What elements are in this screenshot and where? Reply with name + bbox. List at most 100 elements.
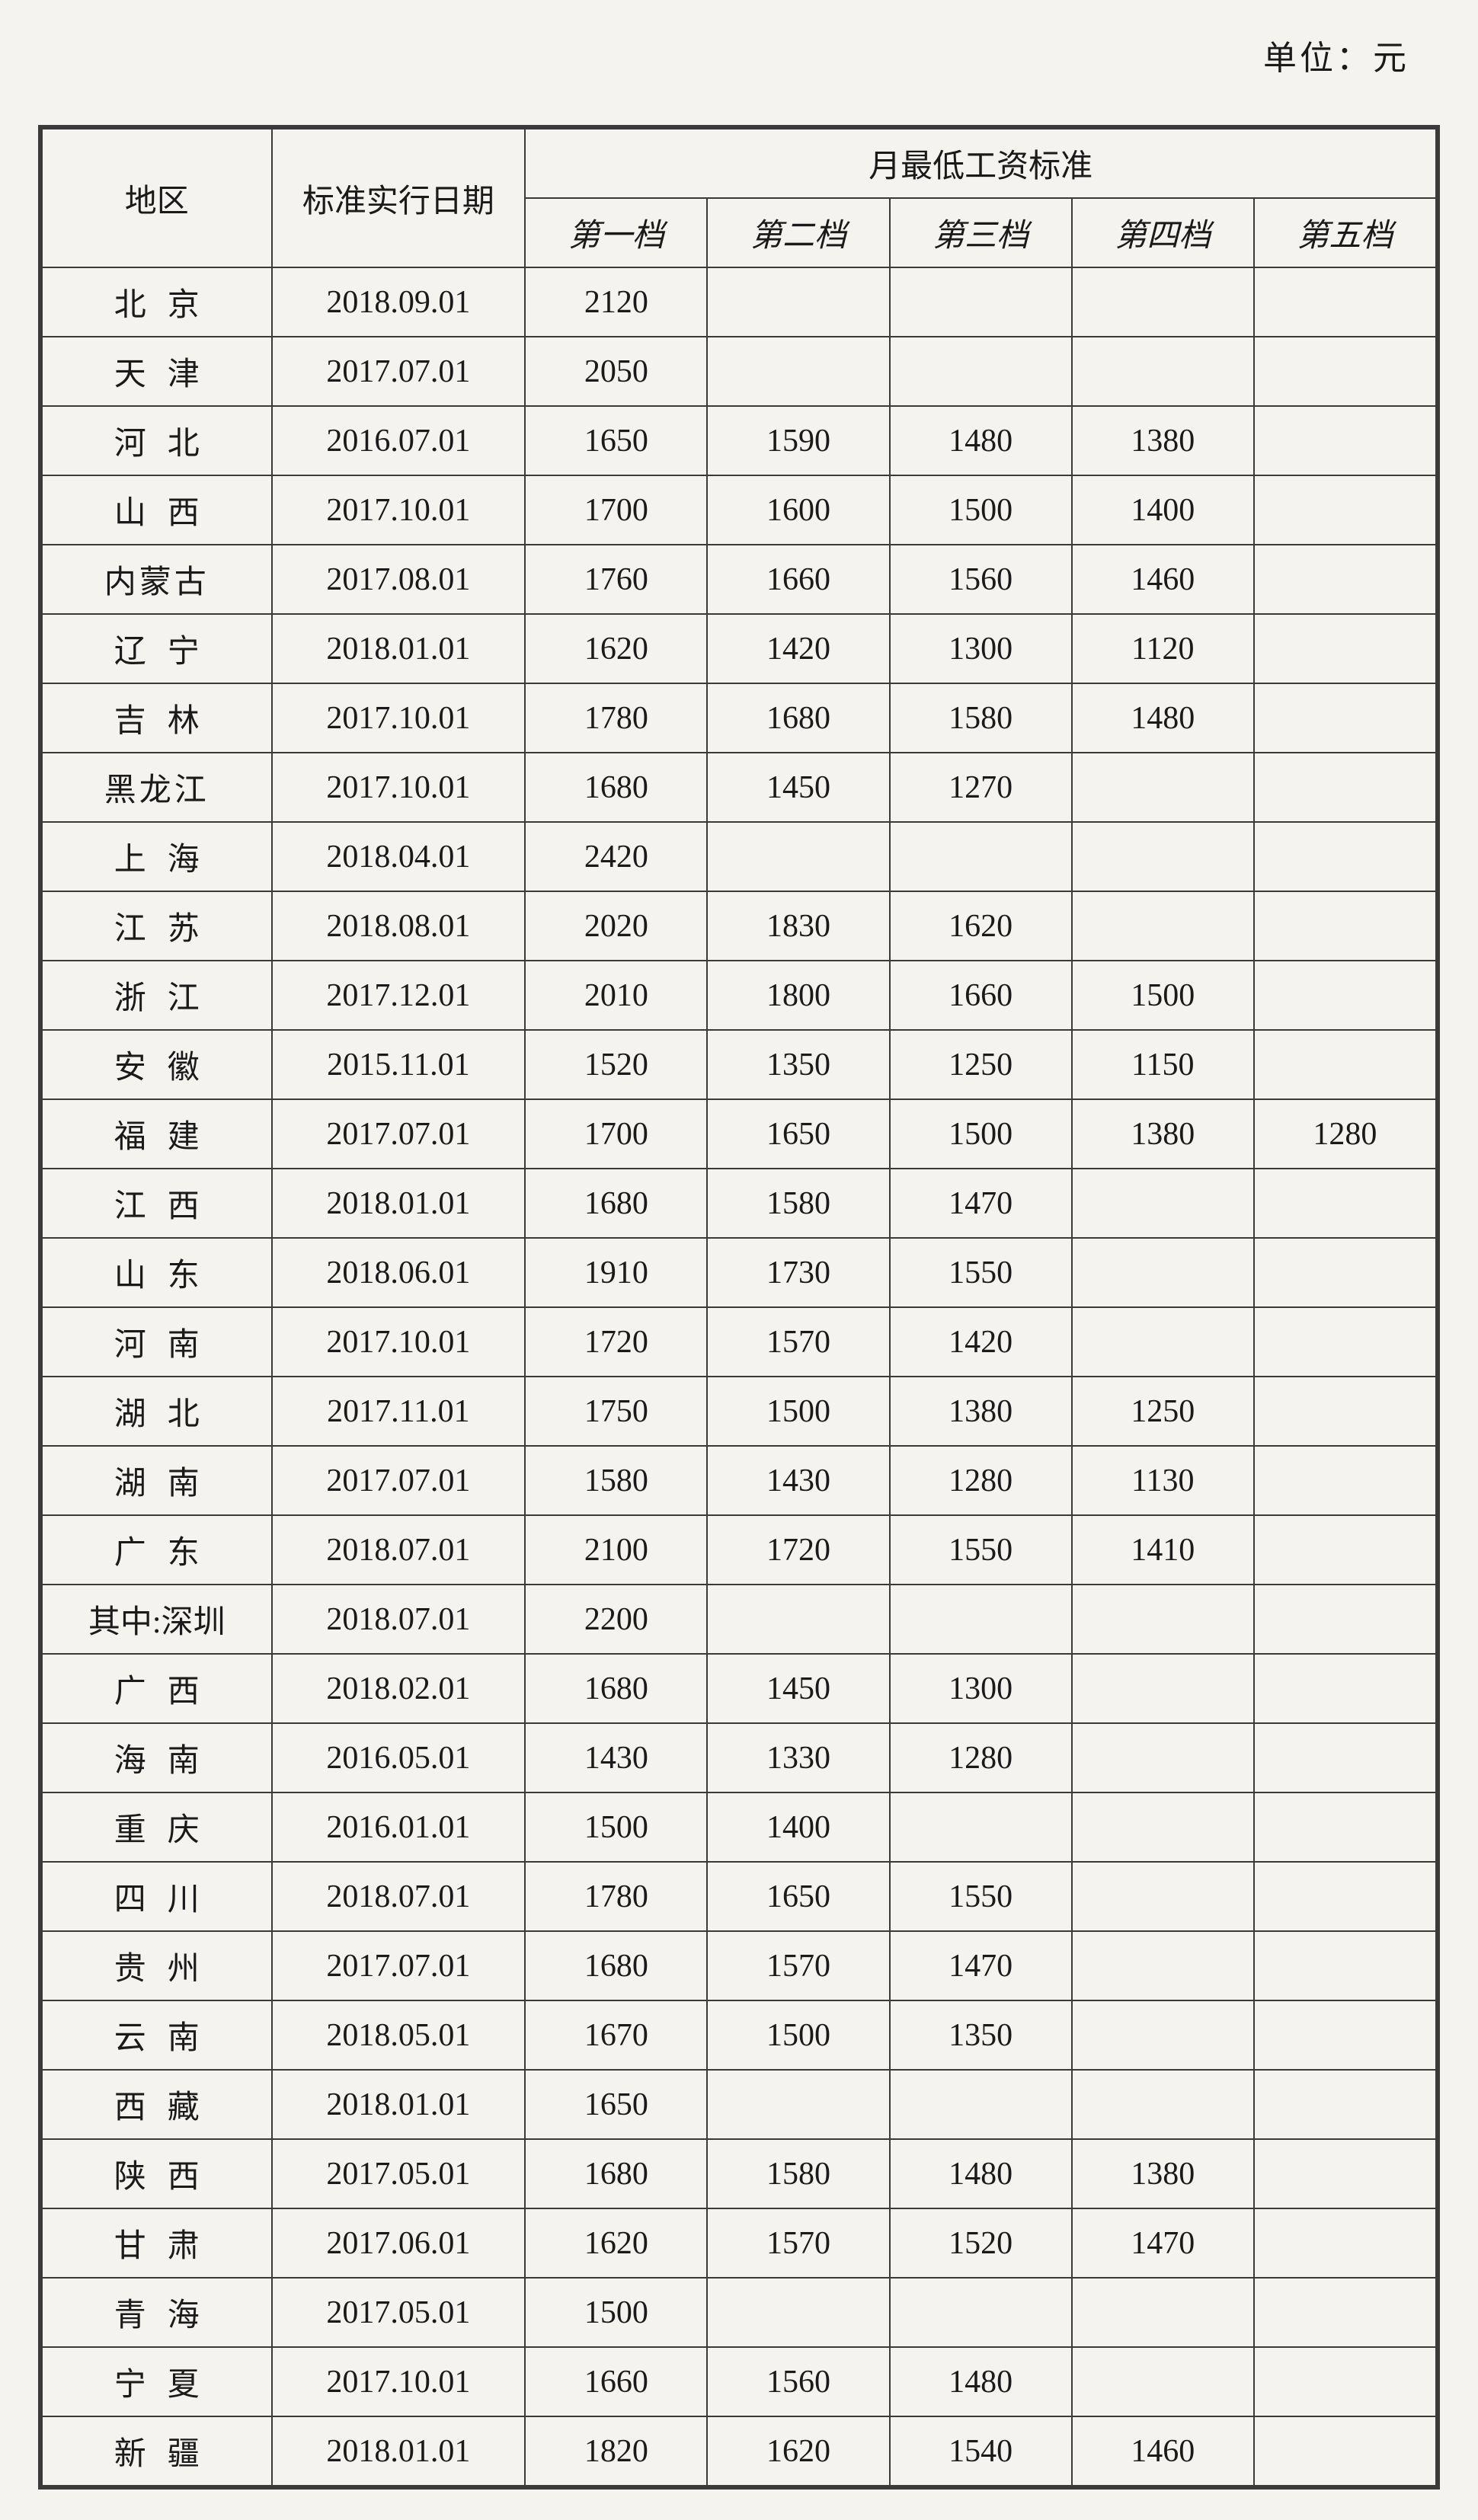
cell-tier-3: 1270 bbox=[890, 753, 1072, 822]
table-row: 内蒙古2017.08.011760166015601460 bbox=[42, 545, 1436, 614]
cell-tier-5 bbox=[1254, 1169, 1436, 1238]
cell-date: 2018.05.01 bbox=[272, 2000, 526, 2070]
table-row: 上海2018.04.012420 bbox=[42, 822, 1436, 891]
cell-date: 2018.08.01 bbox=[272, 891, 526, 961]
cell-tier-1: 1670 bbox=[525, 2000, 707, 2070]
cell-region: 北京 bbox=[42, 267, 272, 337]
table-row: 山西2017.10.011700160015001400 bbox=[42, 475, 1436, 545]
cell-date: 2018.02.01 bbox=[272, 1654, 526, 1723]
cell-tier-2: 1500 bbox=[707, 2000, 889, 2070]
cell-tier-2: 1650 bbox=[707, 1862, 889, 1931]
cell-tier-3 bbox=[890, 1585, 1072, 1654]
cell-tier-3: 1520 bbox=[890, 2208, 1072, 2278]
cell-date: 2018.06.01 bbox=[272, 1238, 526, 1307]
cell-tier-4 bbox=[1072, 2070, 1254, 2139]
cell-tier-5 bbox=[1254, 1238, 1436, 1307]
cell-tier-5 bbox=[1254, 1585, 1436, 1654]
cell-date: 2017.10.01 bbox=[272, 683, 526, 753]
cell-region: 福建 bbox=[42, 1099, 272, 1169]
cell-tier-1: 1680 bbox=[525, 1169, 707, 1238]
cell-date: 2015.11.01 bbox=[272, 1030, 526, 1099]
cell-tier-2 bbox=[707, 267, 889, 337]
cell-tier-1: 1650 bbox=[525, 406, 707, 475]
cell-date: 2017.11.01 bbox=[272, 1377, 526, 1446]
cell-tier-4 bbox=[1072, 891, 1254, 961]
cell-date: 2018.07.01 bbox=[272, 1862, 526, 1931]
cell-tier-5 bbox=[1254, 822, 1436, 891]
cell-tier-2: 1420 bbox=[707, 614, 889, 683]
table-row: 广东2018.07.012100172015501410 bbox=[42, 1515, 1436, 1585]
cell-tier-1: 1680 bbox=[525, 2139, 707, 2208]
cell-tier-3 bbox=[890, 822, 1072, 891]
cell-tier-3: 1280 bbox=[890, 1446, 1072, 1515]
header-wage-group: 月最低工资标准 bbox=[525, 129, 1436, 198]
cell-tier-4 bbox=[1072, 1931, 1254, 2000]
cell-tier-3: 1500 bbox=[890, 475, 1072, 545]
table-row: 贵州2017.07.01168015701470 bbox=[42, 1931, 1436, 2000]
cell-tier-5 bbox=[1254, 2347, 1436, 2416]
cell-tier-3: 1380 bbox=[890, 1377, 1072, 1446]
cell-tier-5 bbox=[1254, 2070, 1436, 2139]
cell-region: 内蒙古 bbox=[42, 545, 272, 614]
table-row: 重庆2016.01.0115001400 bbox=[42, 1792, 1436, 1862]
cell-tier-3: 1580 bbox=[890, 683, 1072, 753]
cell-tier-2: 1450 bbox=[707, 1654, 889, 1723]
cell-region: 青海 bbox=[42, 2278, 272, 2347]
table-row: 云南2018.05.01167015001350 bbox=[42, 2000, 1436, 2070]
cell-tier-1: 1820 bbox=[525, 2416, 707, 2486]
cell-region: 其中:深圳 bbox=[42, 1585, 272, 1654]
cell-tier-4: 1470 bbox=[1072, 2208, 1254, 2278]
cell-tier-3: 1620 bbox=[890, 891, 1072, 961]
cell-date: 2018.01.01 bbox=[272, 2416, 526, 2486]
table-row: 其中:深圳2018.07.012200 bbox=[42, 1585, 1436, 1654]
cell-tier-4 bbox=[1072, 1723, 1254, 1792]
cell-tier-4: 1500 bbox=[1072, 961, 1254, 1030]
cell-tier-1: 1430 bbox=[525, 1723, 707, 1792]
table-row: 湖南2017.07.011580143012801130 bbox=[42, 1446, 1436, 1515]
cell-tier-3 bbox=[890, 337, 1072, 406]
header-tier-5: 第五档 bbox=[1254, 198, 1436, 267]
cell-region: 甘肃 bbox=[42, 2208, 272, 2278]
cell-tier-4 bbox=[1072, 1169, 1254, 1238]
table-row: 宁夏2017.10.01166015601480 bbox=[42, 2347, 1436, 2416]
cell-date: 2016.01.01 bbox=[272, 1792, 526, 1862]
cell-tier-2: 1580 bbox=[707, 1169, 889, 1238]
cell-tier-3: 1480 bbox=[890, 2139, 1072, 2208]
cell-region: 山西 bbox=[42, 475, 272, 545]
cell-date: 2018.07.01 bbox=[272, 1585, 526, 1654]
cell-date: 2018.07.01 bbox=[272, 1515, 526, 1585]
cell-tier-3: 1500 bbox=[890, 1099, 1072, 1169]
header-tier-4: 第四档 bbox=[1072, 198, 1254, 267]
cell-tier-5 bbox=[1254, 683, 1436, 753]
cell-tier-1: 2010 bbox=[525, 961, 707, 1030]
cell-tier-1: 1500 bbox=[525, 2278, 707, 2347]
cell-region: 广西 bbox=[42, 1654, 272, 1723]
cell-tier-1: 1700 bbox=[525, 1099, 707, 1169]
table-row: 河北2016.07.011650159014801380 bbox=[42, 406, 1436, 475]
header-tier-2: 第二档 bbox=[707, 198, 889, 267]
cell-tier-1: 1910 bbox=[525, 1238, 707, 1307]
cell-tier-4: 1380 bbox=[1072, 2139, 1254, 2208]
cell-tier-3: 1550 bbox=[890, 1862, 1072, 1931]
cell-tier-1: 2050 bbox=[525, 337, 707, 406]
cell-tier-1: 1520 bbox=[525, 1030, 707, 1099]
cell-tier-1: 1720 bbox=[525, 1307, 707, 1377]
table-row: 天津2017.07.012050 bbox=[42, 337, 1436, 406]
table-row: 广西2018.02.01168014501300 bbox=[42, 1654, 1436, 1723]
table-row: 山东2018.06.01191017301550 bbox=[42, 1238, 1436, 1307]
cell-tier-3: 1470 bbox=[890, 1169, 1072, 1238]
cell-region: 贵州 bbox=[42, 1931, 272, 2000]
cell-tier-4 bbox=[1072, 1654, 1254, 1723]
cell-tier-4: 1460 bbox=[1072, 2416, 1254, 2486]
cell-tier-5 bbox=[1254, 2416, 1436, 2486]
cell-date: 2017.05.01 bbox=[272, 2278, 526, 2347]
cell-tier-2: 1330 bbox=[707, 1723, 889, 1792]
cell-region: 西藏 bbox=[42, 2070, 272, 2139]
wage-table: 地区 标准实行日期 月最低工资标准 第一档 第二档 第三档 第四档 第五档 北京… bbox=[41, 128, 1437, 2486]
cell-tier-5 bbox=[1254, 267, 1436, 337]
cell-tier-2: 1800 bbox=[707, 961, 889, 1030]
cell-region: 山东 bbox=[42, 1238, 272, 1307]
table-row: 江西2018.01.01168015801470 bbox=[42, 1169, 1436, 1238]
cell-tier-3: 1560 bbox=[890, 545, 1072, 614]
cell-tier-4: 1380 bbox=[1072, 406, 1254, 475]
